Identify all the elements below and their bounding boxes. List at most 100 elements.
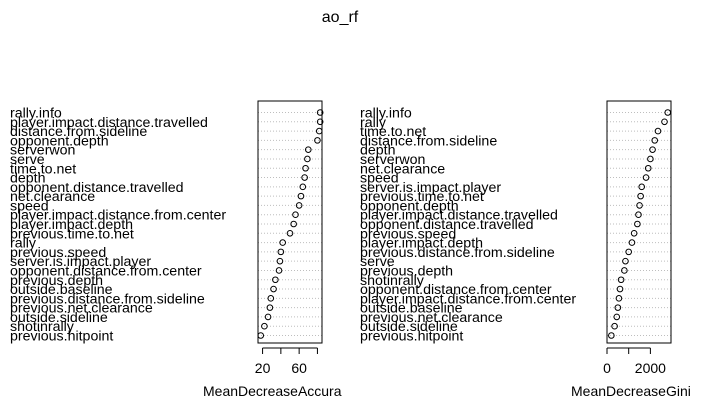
data-point <box>638 183 646 191</box>
data-point <box>304 146 312 153</box>
category-label: speed <box>360 171 399 187</box>
data-point <box>315 127 323 135</box>
data-point <box>661 118 668 126</box>
category-label: previous.speed <box>10 245 106 261</box>
category-label: serve <box>10 152 45 168</box>
data-point <box>647 155 654 163</box>
category-label: previous.depth <box>360 263 453 279</box>
x-tick-label: 20 <box>255 360 271 376</box>
figure-title: ao_rf <box>322 9 359 26</box>
data-point <box>616 285 624 293</box>
category-label: serve <box>360 254 395 270</box>
plot-box <box>606 100 672 344</box>
data-point <box>628 239 636 246</box>
category-label: serverwon <box>360 152 425 168</box>
category-label: outside.sideline <box>360 319 458 335</box>
category-label: shotinrally <box>10 319 75 335</box>
x-axis-label: MeanDecreaseAccuracy <box>203 383 356 399</box>
data-point <box>272 276 279 284</box>
category-label: opponent.depth <box>10 133 109 149</box>
category-label: player.impact.distance.from.center <box>10 208 226 224</box>
category-label: rally <box>360 115 387 131</box>
data-point <box>651 137 659 144</box>
category-label: distance.from.sideline <box>10 124 147 140</box>
category-label: previous.depth <box>10 273 103 289</box>
category-label: shotinrally <box>360 273 425 289</box>
category-label: previous.net.clearance <box>360 310 503 326</box>
category-label: player.impact.distance.travelled <box>10 115 208 131</box>
category-label: outside.baseline <box>10 282 113 298</box>
data-point <box>630 229 638 237</box>
category-label: opponent.distance.from.center <box>10 263 202 279</box>
category-label: time.to.net <box>10 161 76 177</box>
x-tick-label: 0 <box>603 360 611 376</box>
data-point <box>261 322 268 330</box>
data-point <box>301 174 308 181</box>
x-tick-label: 2000 <box>635 360 666 376</box>
category-label: player.impact.distance.travelled <box>360 208 558 224</box>
category-label: previous.time.to.net <box>10 226 134 242</box>
data-point <box>290 220 297 228</box>
category-label: depth <box>10 171 46 187</box>
category-label: previous.net.clearance <box>10 301 153 317</box>
data-point <box>644 164 652 172</box>
plot-box <box>257 100 323 344</box>
data-point <box>257 332 265 339</box>
data-point <box>625 248 632 256</box>
data-point <box>302 164 309 172</box>
x-tick-label: 60 <box>291 360 307 376</box>
category-label: player.impact.distance.from.center <box>360 291 576 307</box>
data-point <box>304 155 311 163</box>
data-point <box>316 118 324 126</box>
data-point <box>297 192 305 200</box>
data-point <box>654 127 662 135</box>
data-point <box>634 220 641 228</box>
data-point <box>299 183 307 191</box>
data-point <box>267 295 275 302</box>
data-point <box>316 109 324 116</box>
category-label: outside.baseline <box>360 301 463 317</box>
x-axis-label: MeanDecreaseGini <box>571 383 691 399</box>
data-point <box>649 146 656 153</box>
category-label: depth <box>360 143 396 159</box>
category-label: outside.sideline <box>10 310 108 326</box>
mean-decrease-accuracy-panel: rally.infoplayer.impact.distance.travell… <box>10 100 356 399</box>
category-label: previous.hitpoint <box>360 329 463 345</box>
category-label: player.impact.depth <box>10 217 133 233</box>
data-point <box>613 313 621 321</box>
category-label: opponent.distance.travelled <box>360 217 534 233</box>
category-label: rally.info <box>360 106 412 122</box>
category-label: net.clearance <box>360 161 445 177</box>
category-label: rally.info <box>10 106 62 122</box>
data-point <box>286 229 294 237</box>
data-point <box>292 211 299 219</box>
data-point <box>611 322 618 330</box>
data-point <box>664 109 672 116</box>
data-point <box>295 202 303 209</box>
category-label: opponent.distance.travelled <box>10 180 184 196</box>
data-point <box>614 304 622 311</box>
category-label: previous.time.to.net <box>360 189 484 205</box>
data-point <box>622 257 629 265</box>
data-point <box>279 239 286 246</box>
data-point <box>617 276 625 284</box>
category-label: player.impact.depth <box>360 236 483 252</box>
data-point <box>621 267 628 274</box>
category-label: previous.distance.from.sideline <box>360 245 555 261</box>
data-point <box>314 137 321 144</box>
data-point <box>275 267 283 274</box>
mean-decrease-gini-panel: rally.inforallytime.to.netdistance.from.… <box>360 100 691 399</box>
data-point <box>270 285 277 293</box>
data-point <box>637 192 644 200</box>
category-label: previous.distance.from.sideline <box>10 291 205 307</box>
category-label: previous.hitpoint <box>10 329 113 345</box>
data-point <box>276 257 284 265</box>
category-label: serverwon <box>10 143 75 159</box>
category-label: speed <box>10 198 49 214</box>
data-point <box>615 295 623 302</box>
data-point <box>636 202 643 209</box>
data-point <box>264 313 272 321</box>
category-label: time.to.net <box>360 124 426 140</box>
category-label: opponent.depth <box>360 198 459 214</box>
